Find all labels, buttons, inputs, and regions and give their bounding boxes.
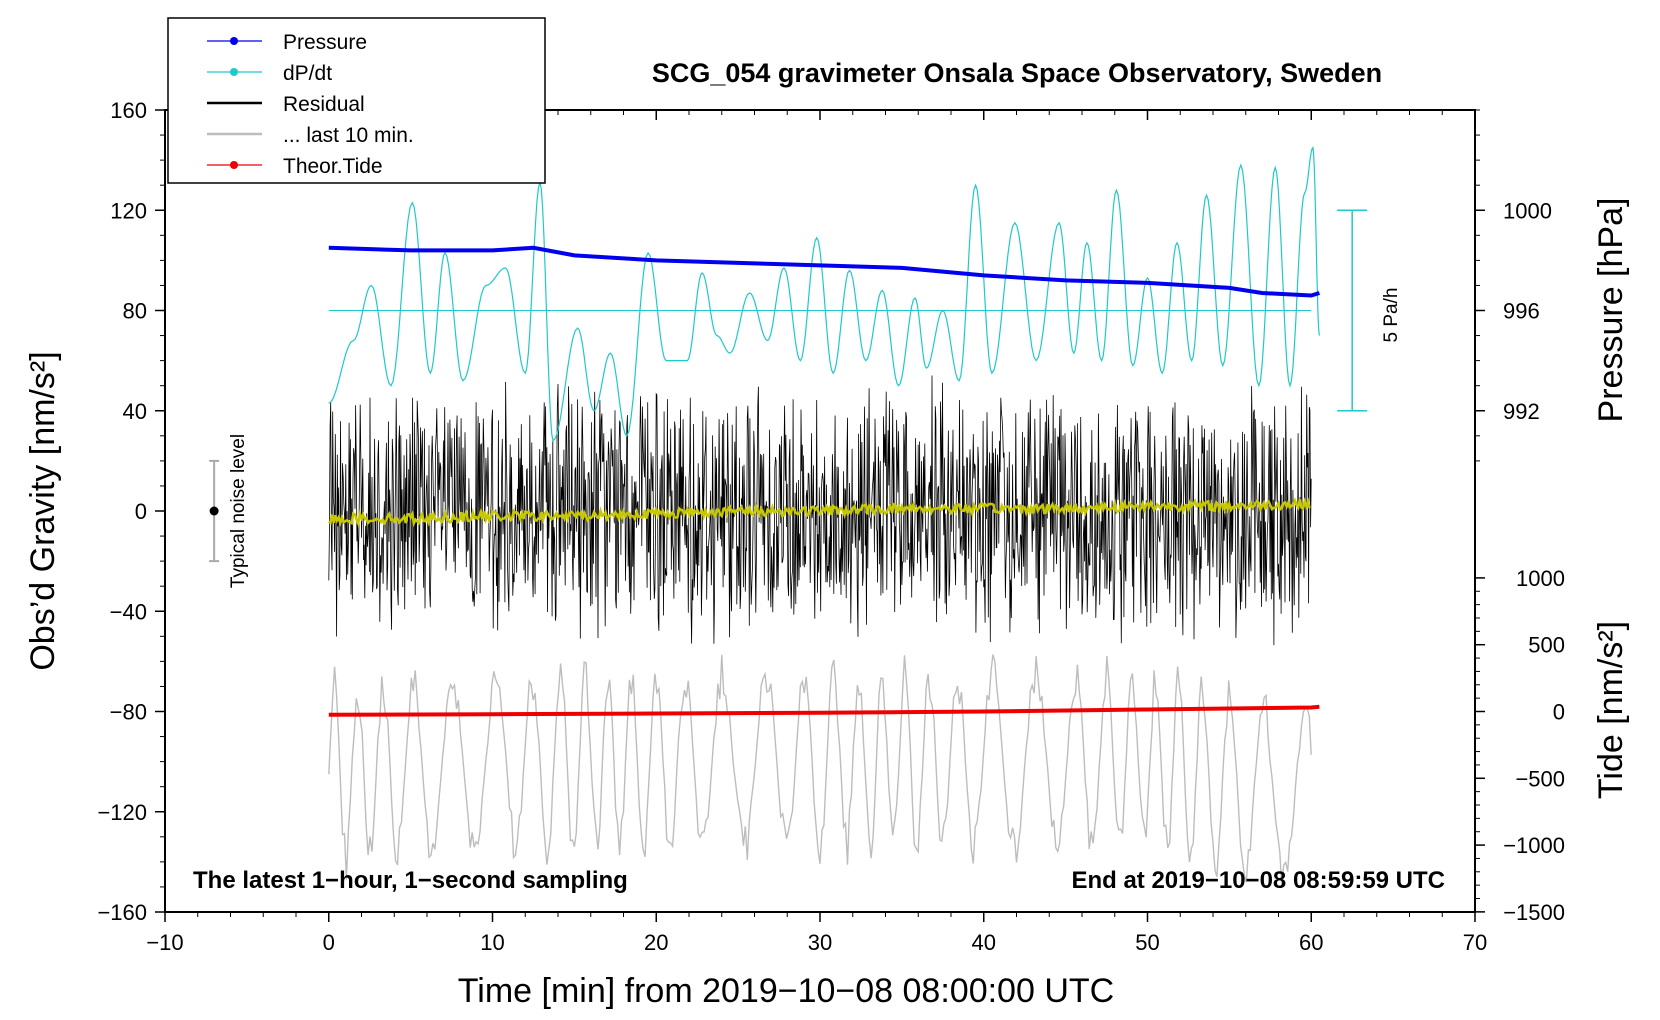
tide-tick-label: 500 xyxy=(1528,633,1565,658)
axis-layer: −10 0 10 20 30 40 50 60 70 160 120 80 40 0 −40 −80 −120 −… xyxy=(97,98,1565,955)
series-pressure-line xyxy=(328,245,1320,298)
legend-label: Pressure xyxy=(283,31,367,54)
x-tick-label: −10 xyxy=(146,930,183,955)
y-left-tick-label: 80 xyxy=(123,299,147,324)
y-left-tick-label: −120 xyxy=(97,800,147,825)
series-dpdt-line xyxy=(328,146,1320,443)
legend-label: ... last 10 min. xyxy=(283,124,414,147)
y-axis-label-gravity: Obs’d Gravity [nm/s²] xyxy=(24,351,62,670)
legend-rows: Pressure dP/dt Residual ... last 10 min. The… xyxy=(207,31,414,178)
x-tick-label: 10 xyxy=(480,930,504,955)
legend: Pressure dP/dt Residual ... last 10 min. The… xyxy=(167,17,546,184)
sampling-annotation: The latest 1−hour, 1−second sampling xyxy=(193,867,628,894)
series-residual-smoothed-line xyxy=(328,497,1311,528)
tide-tick-label: −1000 xyxy=(1503,833,1565,858)
y-left-tick-label: 120 xyxy=(110,198,147,223)
pressure-tick-label: 1000 xyxy=(1503,198,1552,223)
tide-tick-label: −1500 xyxy=(1503,900,1565,925)
noise-level-label: Typical noise level xyxy=(228,434,249,588)
legend-marker xyxy=(230,68,238,76)
x-tick-label: 50 xyxy=(1135,930,1159,955)
x-tick-label: 20 xyxy=(644,930,668,955)
pressure-tick-label: 992 xyxy=(1503,399,1540,424)
x-tick-label: 0 xyxy=(323,930,335,955)
legend-label: Residual xyxy=(283,93,365,116)
chart-title: SCG_054 gravimeter Onsala Space Observat… xyxy=(652,58,1382,88)
y-left-tick-label: −80 xyxy=(110,700,147,725)
tide-tick-label: 1000 xyxy=(1516,566,1565,591)
legend-box xyxy=(167,17,546,184)
x-tick-label: 60 xyxy=(1299,930,1323,955)
x-axis-label: Time [min] from 2019−10−08 08:00:00 UTC xyxy=(458,972,1114,1010)
end-time-annotation: End at 2019−10−08 08:59:59 UTC xyxy=(1071,867,1445,894)
x-tick-label: 40 xyxy=(972,930,996,955)
noise-bar-center-dot xyxy=(209,506,219,516)
y-left-tick-label: 160 xyxy=(110,98,147,123)
x-tick-label: 30 xyxy=(808,930,832,955)
dpdt-scale-label: 5 Pa/h xyxy=(1381,288,1402,343)
pressure-tick-label: 996 xyxy=(1503,299,1540,324)
legend-marker xyxy=(230,37,238,45)
tide-tick-label: −500 xyxy=(1515,766,1565,791)
x-tick-label: 70 xyxy=(1463,930,1487,955)
legend-label: dP/dt xyxy=(283,62,332,85)
y-left-tick-label: 40 xyxy=(123,399,147,424)
tide-tick-label: 0 xyxy=(1553,700,1565,725)
series-residual-line xyxy=(328,375,1312,646)
legend-marker xyxy=(230,161,238,169)
y-axis-label-pressure: Pressure [hPa] xyxy=(1592,198,1630,423)
y-axis-label-tide: Tide [nm/s²] xyxy=(1592,621,1630,799)
series-theor-tide-line xyxy=(328,704,1320,717)
y-left-tick-label: −160 xyxy=(97,900,147,925)
series-last-10-min-line xyxy=(328,654,1312,887)
y-left-tick-label: 0 xyxy=(135,499,147,524)
legend-label: Theor.Tide xyxy=(283,155,383,178)
series-layer xyxy=(209,146,1368,887)
y-left-tick-label: −40 xyxy=(110,599,147,624)
